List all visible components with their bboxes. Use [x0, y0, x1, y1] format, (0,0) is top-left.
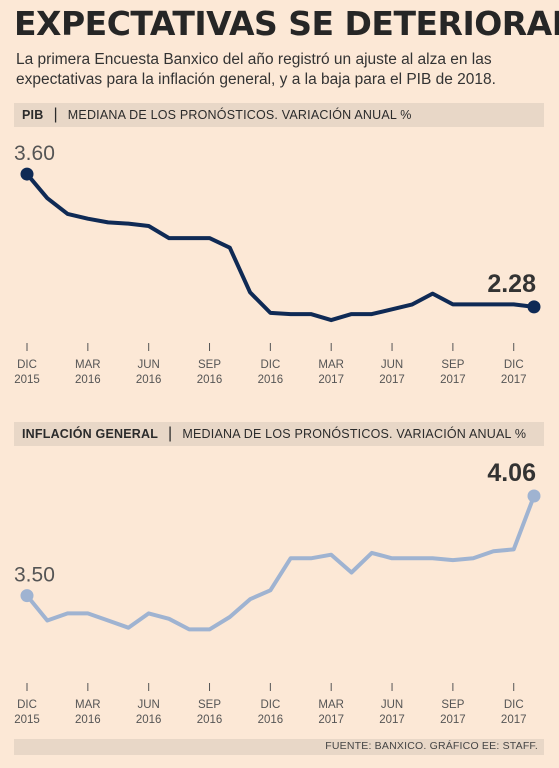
- x-tick-label-year: 2017: [318, 714, 344, 726]
- page-title: EXPECTATIVAS SE DETERIORAN: [14, 4, 559, 43]
- x-tick-label-year: 2016: [197, 714, 223, 726]
- end-point: [527, 300, 541, 314]
- x-tick-label-month: MAR: [318, 359, 344, 371]
- series-line: [25, 494, 536, 632]
- x-tick-label-year: 2017: [440, 714, 466, 726]
- end-point: [527, 489, 541, 503]
- x-tick-label-year: 2017: [379, 374, 405, 386]
- x-tick-label-month: SEP: [198, 699, 221, 711]
- header-divider: |: [168, 425, 173, 442]
- x-tick-label-year: 2016: [75, 374, 101, 386]
- x-tick-label-month: DIC: [260, 699, 280, 711]
- page-subtitle: La primera Encuesta Banxico del año regi…: [16, 51, 496, 88]
- x-tick-label-month: MAR: [318, 699, 344, 711]
- x-tick-label-year: 2016: [136, 374, 162, 386]
- x-tick-label-year: 2017: [501, 714, 527, 726]
- x-tick-label-year: 2017: [318, 374, 344, 386]
- x-tick-label-year: 2016: [258, 714, 284, 726]
- source-footer: FUENTE: BANXICO. GRÁFICO EE: STAFF.: [14, 739, 544, 755]
- start-value-label: 3.60: [14, 142, 55, 165]
- header-divider: |: [53, 106, 58, 123]
- x-tick-label-month: SEP: [441, 359, 464, 371]
- x-tick-label-month: JUN: [381, 359, 403, 371]
- inflation-panel-header: INFLACIÓN GENERAL | MEDIANA DE LOS PRONÓ…: [14, 422, 544, 446]
- x-tick-label-month: JUN: [381, 699, 403, 711]
- pib-panel-sublabel: MEDIANA DE LOS PRONÓSTICOS. VARIACIÓN AN…: [67, 108, 412, 122]
- x-tick-label-year: 2015: [14, 714, 40, 726]
- x-tick-label-month: SEP: [441, 699, 464, 711]
- x-tick-label-month: MAR: [75, 359, 101, 371]
- x-tick-label-month: JUN: [137, 359, 159, 371]
- x-tick-label-year: 2016: [258, 374, 284, 386]
- end-value-label: 4.06: [487, 459, 536, 487]
- x-tick-label-month: JUN: [137, 699, 159, 711]
- x-tick-label-year: 2017: [440, 374, 466, 386]
- x-tick-label-year: 2017: [379, 714, 405, 726]
- start-point: [20, 167, 34, 181]
- pib-line-chart: DIC 2015 MAR 2016 JUN 2016 SEP 2016 DIC 2016 MAR 20…: [14, 142, 541, 386]
- start-point: [20, 589, 34, 603]
- series-line: [25, 172, 536, 323]
- x-tick-label-year: 2016: [197, 374, 223, 386]
- x-tick-label-month: MAR: [75, 699, 101, 711]
- x-tick-label-month: DIC: [260, 359, 280, 371]
- x-tick-label-month: DIC: [504, 699, 524, 711]
- end-value-label: 2.28: [487, 270, 536, 298]
- x-tick-label-month: DIC: [17, 359, 37, 371]
- x-tick-label-year: 2015: [14, 374, 40, 386]
- x-tick-label-month: DIC: [17, 699, 37, 711]
- inflation-line-chart: DIC 2015 MAR 2016 JUN 2016 SEP 2016 DIC 2016 MAR 20…: [14, 459, 541, 726]
- x-tick-label-year: 2016: [136, 714, 162, 726]
- pib-panel-header: PIB | MEDIANA DE LOS PRONÓSTICOS. VARIAC…: [14, 103, 544, 127]
- start-value-label: 3.50: [14, 564, 55, 587]
- source-credit: FUENTE: BANXICO. GRÁFICO EE: STAFF.: [325, 740, 538, 752]
- x-tick-label-month: DIC: [504, 359, 524, 371]
- x-tick-label-month: SEP: [198, 359, 221, 371]
- x-tick-label-year: 2017: [501, 374, 527, 386]
- pib-panel-label: PIB: [22, 108, 44, 122]
- inflation-panel-sublabel: MEDIANA DE LOS PRONÓSTICOS. VARIACIÓN AN…: [182, 427, 527, 441]
- inflation-panel-label: INFLACIÓN GENERAL: [22, 427, 159, 441]
- x-tick-label-year: 2016: [75, 714, 101, 726]
